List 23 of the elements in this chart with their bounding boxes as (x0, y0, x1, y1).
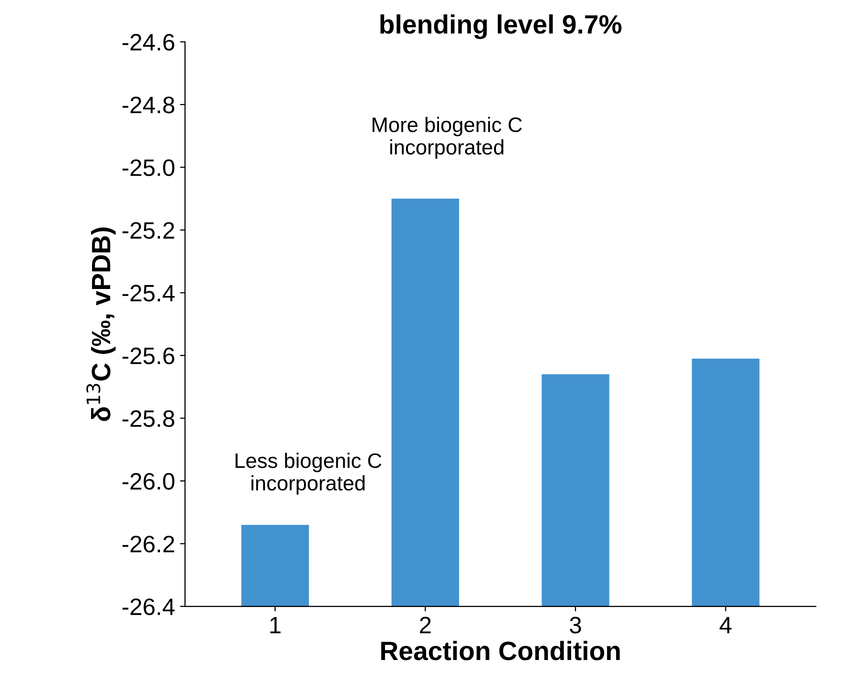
y-tick-label: -26.4 (122, 598, 175, 616)
bar (542, 374, 610, 606)
y-tick-label: -25.8 (122, 410, 174, 427)
y-tick-label: -25.2 (122, 222, 174, 239)
annotation: Less biogenic C incorporated (236, 452, 382, 495)
annotation: More biogenic C incorporated (372, 116, 522, 159)
x-tick-label: 2 (420, 616, 431, 634)
chart-title: blending level 9.7% (380, 14, 622, 40)
x-tick-label: 3 (570, 616, 582, 634)
y-axis-title: δ$^{13}$C (‰, vPDB) (86, 228, 116, 422)
bar (241, 524, 309, 606)
bar (392, 198, 460, 606)
y-tick-label: -24.6 (122, 34, 174, 51)
bar (692, 358, 760, 606)
y-tick-label: -26.0 (122, 473, 174, 490)
y-tick-label: -25.4 (122, 284, 175, 302)
x-tick-label: 1 (270, 616, 281, 634)
y-tick-label: -25.0 (122, 159, 174, 176)
y-tick-label: -26.2 (122, 536, 174, 552)
y-tick-label: -24.8 (122, 96, 174, 114)
y-tick-label: -25.6 (122, 348, 174, 364)
x-axis-title: Reaction Condition (381, 640, 620, 660)
x-tick-label: 4 (720, 616, 732, 634)
